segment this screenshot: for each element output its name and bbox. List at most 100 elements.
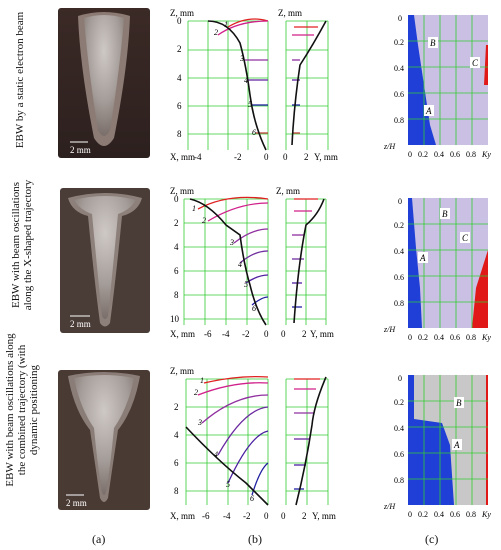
z-tick: 4 [177,73,182,83]
svg-text:0.2: 0.2 [418,510,428,519]
svg-text:A: A [453,440,460,450]
svg-text:6: 6 [174,458,179,468]
isotherm-plot-1: Z, mm 0 4 6 8 2 -4 -2 0 X, mm 1 2 3 4 5 … [170,8,338,162]
svg-text:2: 2 [214,28,218,37]
svg-text:1: 1 [192,204,196,213]
z-axis-label: Z, mm [170,8,194,18]
x-axis-label: X, mm [170,152,195,162]
x-axis-label: X, mm [170,511,195,521]
svg-text:0: 0 [398,14,402,23]
zone-map-2: 0 0.2 0.4 0.6 0.8 z/H 0 0.2 0.4 0.6 0.8 … [383,197,491,342]
scale-bar-label: 2 mm [70,319,91,329]
zone-map-3: 0 0.2 0.4 0.6 0.8 z/H 0 0.2 0.4 0.6 0.8 … [383,374,491,519]
svg-text:0.8: 0.8 [466,333,476,342]
svg-text:0.8: 0.8 [466,150,476,159]
svg-text:6: 6 [250,494,254,503]
svg-text:-4: -4 [223,511,231,521]
z-tick: 8 [177,129,182,139]
svg-text:0.8: 0.8 [466,510,476,519]
svg-text:3: 3 [229,238,234,247]
svg-text:B: B [456,398,462,408]
svg-text:2: 2 [174,218,179,228]
scale-bar-label: 2 mm [70,145,91,155]
svg-text:0.6: 0.6 [394,273,404,282]
svg-text:0: 0 [408,150,412,159]
svg-text:4: 4 [174,430,179,440]
svg-text:0: 0 [408,510,412,519]
x-axis-label: X, mm [170,329,195,339]
svg-text:-4: -4 [222,329,230,339]
svg-text:1: 1 [224,20,228,29]
svg-text:10: 10 [170,314,180,324]
zone-map-1: 0 0.2 0.4 0.6 0.8 z/H 0 0.2 0.4 0.6 0.8 … [383,14,491,159]
svg-text:0.6: 0.6 [450,510,460,519]
svg-text:2: 2 [194,388,198,397]
svg-text:8: 8 [174,486,179,496]
svg-text:-2: -2 [243,511,251,521]
svg-text:2: 2 [174,402,179,412]
svg-text:0.6: 0.6 [450,333,460,342]
svg-text:0: 0 [398,374,402,383]
svg-text:0.6: 0.6 [394,450,404,459]
y-tick: 2 [304,152,309,162]
z-tick: 6 [177,101,182,111]
isotherm-plot-2: Z, mm 0 2 4 6 8 10 X, mm -6 -4 -2 0 1 2 … [170,186,334,339]
svg-text:z/H: z/H [383,325,396,334]
svg-text:Ky: Ky [481,150,491,159]
svg-text:C: C [462,233,469,243]
row-label-3: EBW with beam oscillations along the comb… [4,333,40,487]
svg-text:-6: -6 [204,329,212,339]
column-label-c: (c) [425,532,439,546]
svg-text:0.6: 0.6 [450,150,460,159]
scale-bar-label: 2 mm [66,498,87,508]
x-tick: -4 [194,152,202,162]
weld-macrograph-1: 2 mm [58,8,150,158]
svg-text:2: 2 [202,216,206,225]
svg-text:6: 6 [252,128,256,137]
svg-text:0: 0 [281,511,286,521]
svg-text:0.2: 0.2 [394,38,404,47]
svg-text:4: 4 [238,260,242,269]
svg-text:0: 0 [408,333,412,342]
svg-text:0.4: 0.4 [434,333,444,342]
weld-macrograph-2: 2 mm [60,188,150,333]
svg-text:2: 2 [302,329,307,339]
svg-text:5: 5 [244,280,248,289]
z-axis-label: Z, mm [170,186,194,196]
svg-text:2: 2 [302,511,307,521]
svg-text:Ky: Ky [481,333,491,342]
y-tick: 0 [283,152,288,162]
svg-text:0: 0 [398,197,402,206]
svg-text:B: B [442,209,448,219]
svg-text:A: A [419,253,426,263]
svg-text:5: 5 [248,100,252,109]
z-axis-label: Z, mm [170,366,194,376]
row-label-1: EBW by a static electron beam [14,11,26,149]
svg-text:0: 0 [264,329,269,339]
z-tick: 0 [177,16,182,26]
svg-text:0.8: 0.8 [394,476,404,485]
svg-text:3: 3 [197,418,202,427]
svg-text:0.8: 0.8 [394,299,404,308]
svg-text:0.8: 0.8 [394,116,404,125]
svg-text:0.4: 0.4 [434,510,444,519]
svg-text:0.2: 0.2 [394,398,404,407]
svg-text:0.4: 0.4 [394,424,404,433]
isotherm-plot-3: Z, mm 2 4 6 8 X, mm -6 -4 -2 0 1 2 3 4 5… [170,366,336,521]
svg-text:-2: -2 [242,329,250,339]
weld-macrograph-3: 2 mm [58,370,150,510]
svg-text:0.4: 0.4 [434,150,444,159]
x-tick: -2 [234,152,242,162]
svg-text:0: 0 [264,511,269,521]
svg-text:z/H: z/H [383,502,396,511]
svg-text:0: 0 [174,194,179,204]
column-label-b: (b) [248,532,262,546]
y-axis-label: Y, mm [312,511,336,521]
svg-text:0: 0 [281,329,286,339]
z-axis-label: Z, mm [278,8,302,18]
svg-text:6: 6 [252,304,256,313]
svg-text:1: 1 [200,376,204,385]
svg-text:0.2: 0.2 [418,333,428,342]
x-tick: 0 [264,152,269,162]
svg-text:4: 4 [174,242,179,252]
